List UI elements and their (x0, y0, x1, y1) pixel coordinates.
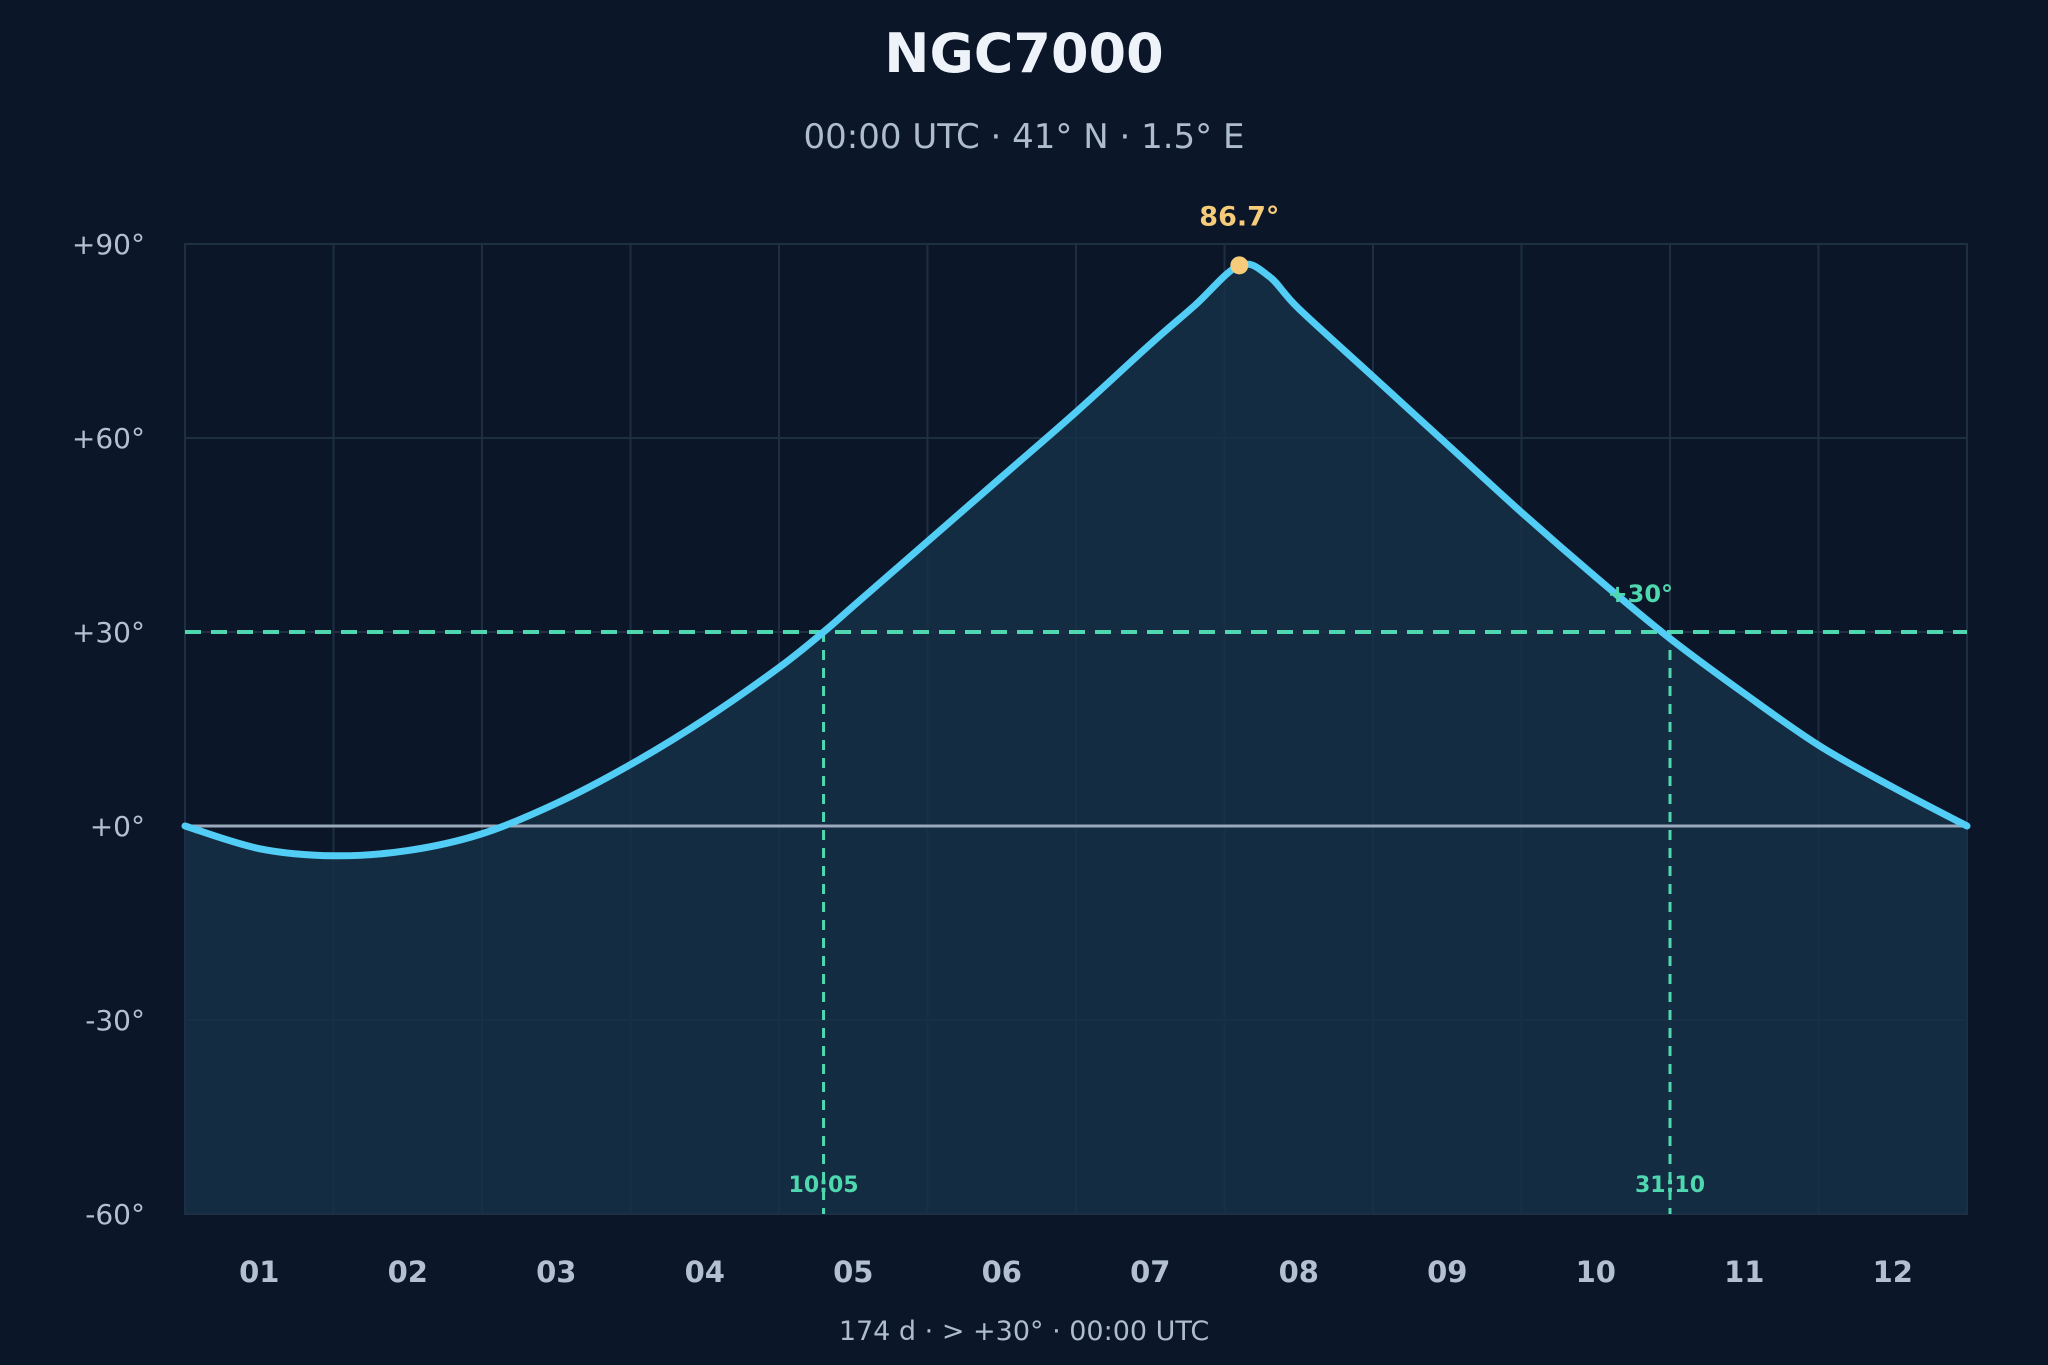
peak-marker (1230, 256, 1249, 275)
crossing-label: 10:05 (789, 1173, 859, 1198)
y-tick-label: +0° (90, 810, 145, 843)
x-tick-label: 10 (1576, 1255, 1616, 1289)
threshold-label: +30° (1608, 580, 1674, 608)
footer-summary: 174 d · > +30° · 00:00 UTC (839, 1316, 1209, 1347)
plot-area: +90° +60° +30° +0° -30° -60° 10:05 31:10 +30° 86.… (72, 201, 1971, 1289)
chart-title: NGC7000 (884, 22, 1163, 85)
x-tick-label: 12 (1873, 1255, 1913, 1289)
x-tick-label: 01 (239, 1255, 279, 1289)
x-tick-label: 02 (388, 1255, 428, 1289)
altitude-area (185, 263, 1967, 1214)
y-tick-label: +90° (72, 228, 145, 261)
x-tick-label: 07 (1130, 1255, 1170, 1289)
x-tick-label: 06 (982, 1255, 1022, 1289)
x-tick-label: 08 (1279, 1255, 1319, 1289)
y-tick-label: +60° (72, 422, 145, 455)
peak-label: 86.7° (1199, 201, 1279, 232)
crossing-label: 31:10 (1635, 1173, 1705, 1198)
altitude-line (181, 260, 1971, 860)
x-tick-label: 03 (536, 1255, 576, 1289)
x-tick-label: 05 (833, 1255, 873, 1289)
x-tick-label: 04 (685, 1255, 725, 1289)
y-tick-label: -30° (85, 1004, 145, 1037)
chart-subtitle: 00:00 UTC · 41° N · 1.5° E (804, 117, 1245, 157)
y-tick-label: +30° (72, 616, 145, 649)
y-tick-label: -60° (85, 1198, 145, 1231)
x-tick-label: 11 (1724, 1255, 1764, 1289)
x-tick-label: 09 (1427, 1255, 1467, 1289)
